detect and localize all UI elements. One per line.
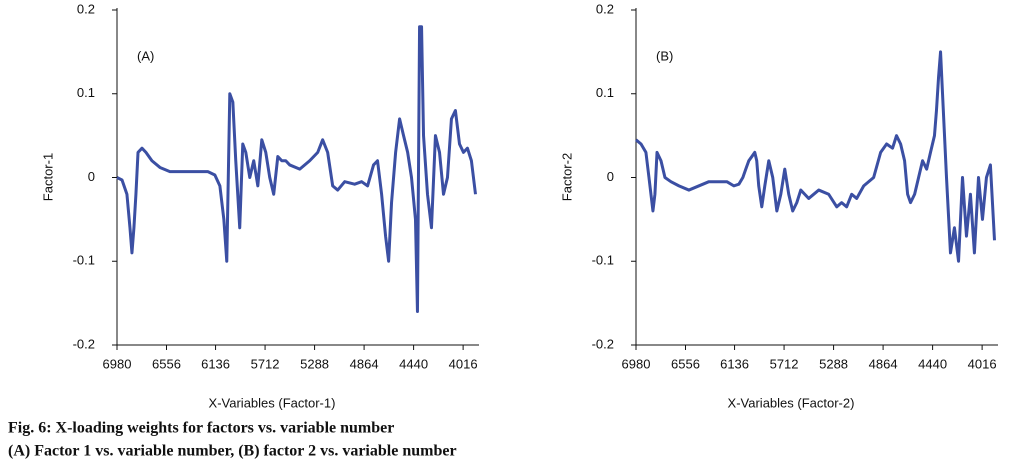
y-tick-label: -0.1	[73, 253, 95, 268]
x-tick-label: 4440	[399, 356, 428, 371]
x-tick-label: 5712	[251, 356, 280, 371]
y-tick-label: 0.1	[596, 85, 614, 100]
x-tick-label: 6136	[720, 356, 749, 371]
x-tick-label: 6980	[622, 356, 651, 371]
x-axis-label: X-Variables (Factor-1)	[209, 395, 336, 410]
x-tick-label: 6980	[103, 356, 132, 371]
x-tick-label: 4864	[350, 356, 379, 371]
x-tick-label: 4016	[968, 356, 997, 371]
x-tick-label: 4864	[869, 356, 898, 371]
y-tick-label: -0.2	[592, 336, 614, 351]
y-tick-label: -0.1	[592, 253, 614, 268]
data-line	[116, 25, 477, 313]
y-tick-label: -0.2	[73, 336, 95, 351]
y-tick-label: 0.2	[596, 1, 614, 16]
x-tick-label: 6556	[671, 356, 700, 371]
x-tick-label: 5288	[300, 356, 329, 371]
x-tick-label: 4016	[449, 356, 478, 371]
y-tick-label: 0	[88, 169, 95, 184]
x-tick-label: 5712	[770, 356, 799, 371]
x-tick-label: 5288	[819, 356, 848, 371]
y-axis-label: Factor-1	[40, 153, 55, 201]
y-tick-label: 0.1	[77, 85, 95, 100]
caption-line: (A) Factor 1 vs. variable number, (B) fa…	[8, 443, 457, 460]
y-tick-label: 0.2	[77, 1, 95, 16]
panel-label: (B)	[656, 48, 673, 63]
caption-line: Fig. 6: X-loading weights for factors vs…	[8, 420, 394, 437]
x-tick-label: 4440	[918, 356, 947, 371]
panel-label: (A)	[137, 48, 154, 63]
x-tick-label: 6556	[152, 356, 181, 371]
y-axis-label: Factor-2	[559, 153, 574, 201]
y-tick-label: 0	[607, 169, 614, 184]
x-tick-label: 6136	[201, 356, 230, 371]
x-axis-label: X-Variables (Factor-2)	[728, 395, 855, 410]
data-line	[635, 50, 996, 263]
